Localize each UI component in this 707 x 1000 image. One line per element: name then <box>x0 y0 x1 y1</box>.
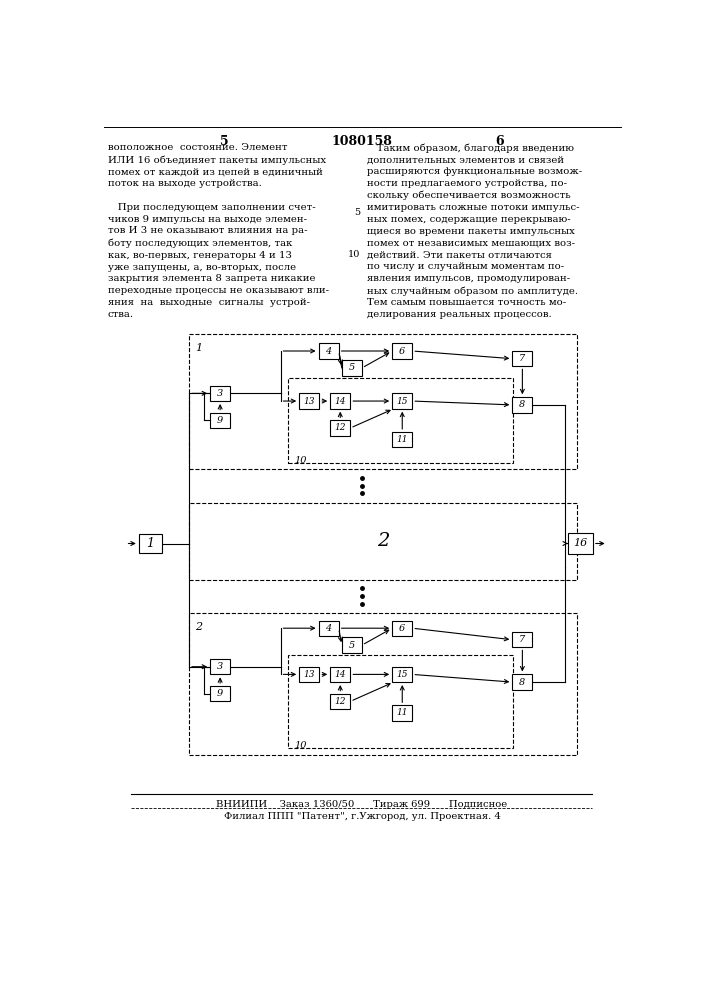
Text: 14: 14 <box>334 397 346 406</box>
Text: Филиал ППП "Патент", г.Ужгород, ул. Проектная. 4: Филиал ППП "Патент", г.Ужгород, ул. Прое… <box>223 812 501 821</box>
Bar <box>288 378 513 463</box>
Text: 13: 13 <box>303 397 315 406</box>
Bar <box>210 413 230 428</box>
Text: 5: 5 <box>349 641 355 650</box>
Text: 11: 11 <box>397 708 408 717</box>
Text: 6: 6 <box>495 135 503 148</box>
Text: 10: 10 <box>348 250 361 259</box>
Bar <box>319 343 339 359</box>
Text: 7: 7 <box>519 635 525 644</box>
Text: 10: 10 <box>295 456 307 465</box>
Bar <box>341 637 362 653</box>
Bar <box>288 655 513 748</box>
Text: 2: 2 <box>377 532 389 550</box>
Text: 6: 6 <box>399 347 405 356</box>
Bar <box>139 534 162 553</box>
Bar <box>330 667 351 682</box>
Bar <box>513 397 532 413</box>
Bar <box>210 386 230 401</box>
Bar <box>189 503 577 580</box>
Text: 5: 5 <box>220 135 228 148</box>
Bar <box>392 432 412 447</box>
Bar <box>330 694 351 709</box>
Text: 7: 7 <box>519 354 525 363</box>
Text: воположное  состояние. Элемент
ИЛИ 16 объединяет пакеты импульсных
помех от кажд: воположное состояние. Элемент ИЛИ 16 объ… <box>107 143 329 319</box>
Bar <box>210 686 230 701</box>
Text: 13: 13 <box>303 670 315 679</box>
Text: 10: 10 <box>295 741 307 750</box>
Text: 8: 8 <box>519 400 525 409</box>
Bar <box>341 360 362 376</box>
Text: 1: 1 <box>195 343 202 353</box>
Bar <box>568 533 593 554</box>
Bar <box>392 620 412 636</box>
Text: 8: 8 <box>519 678 525 687</box>
Bar <box>513 351 532 366</box>
Bar <box>330 420 351 436</box>
Text: Таким образом, благодаря введению
дополнительных элементов и связей
расширяются : Таким образом, благодаря введению дополн… <box>368 143 583 319</box>
Text: 9: 9 <box>217 416 223 425</box>
Bar <box>392 343 412 359</box>
Text: 4: 4 <box>325 624 332 633</box>
Bar <box>392 667 412 682</box>
Text: 3: 3 <box>217 389 223 398</box>
Text: 1080158: 1080158 <box>332 135 392 148</box>
Bar <box>513 674 532 690</box>
Bar <box>330 393 351 409</box>
Text: 11: 11 <box>397 435 408 444</box>
Text: 6: 6 <box>399 624 405 633</box>
Text: 15: 15 <box>397 397 408 406</box>
Text: 15: 15 <box>397 670 408 679</box>
Text: 2: 2 <box>195 622 202 632</box>
Bar <box>299 667 320 682</box>
Text: 4: 4 <box>325 347 332 356</box>
Text: 3: 3 <box>217 662 223 671</box>
Text: 5: 5 <box>354 208 361 217</box>
Text: 1: 1 <box>146 537 154 550</box>
Text: 14: 14 <box>334 670 346 679</box>
Bar <box>210 659 230 674</box>
Bar <box>392 705 412 721</box>
Bar <box>513 632 532 647</box>
Text: ВНИИПИ    Заказ 1360/50      Тираж 699      Подписное: ВНИИПИ Заказ 1360/50 Тираж 699 Подписное <box>216 800 508 809</box>
Text: 16: 16 <box>573 538 588 548</box>
Bar <box>189 613 577 755</box>
Text: 5: 5 <box>349 363 355 372</box>
Text: 12: 12 <box>334 424 346 432</box>
Bar <box>189 334 577 469</box>
Text: 12: 12 <box>334 697 346 706</box>
Bar <box>299 393 320 409</box>
Bar <box>319 620 339 636</box>
Text: 9: 9 <box>217 689 223 698</box>
Bar <box>392 393 412 409</box>
